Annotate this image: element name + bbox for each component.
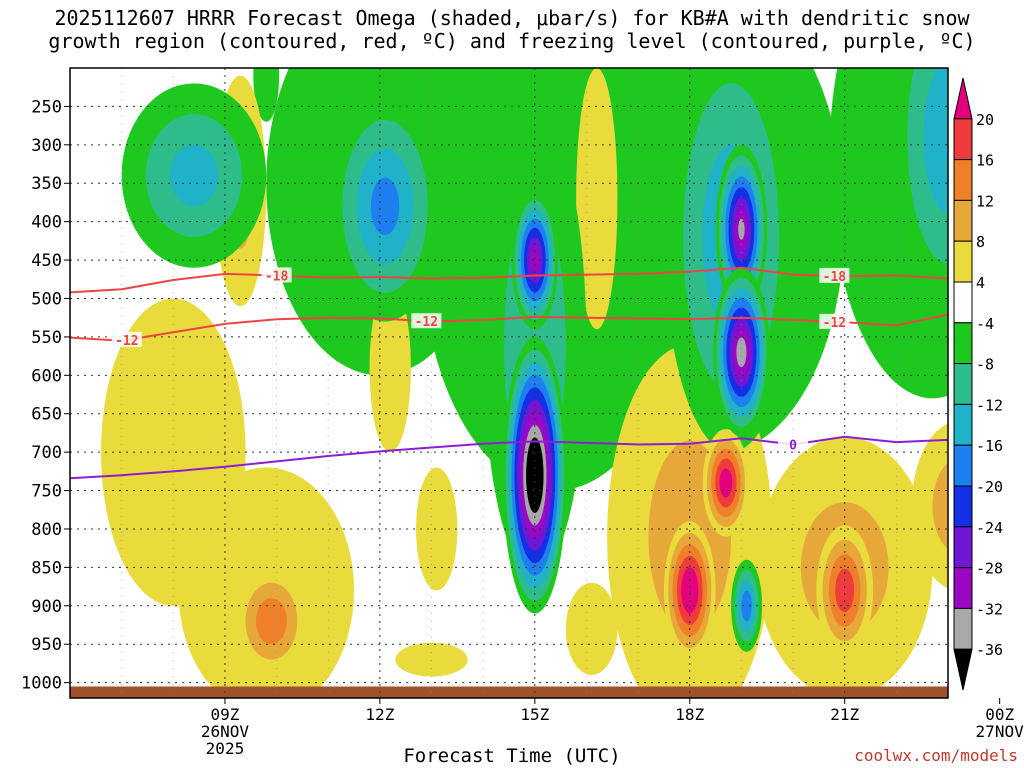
colorbar-label-8: -16 (976, 437, 1003, 455)
contour-label-freezing-level-0: 0 (789, 438, 797, 453)
colorbar-label-9: -20 (976, 478, 1003, 496)
omega-cell-23-band-2 (255, 598, 287, 645)
x-tick-label-09Z-2: 2025 (206, 739, 245, 758)
colorbar-cell-7 (953, 363, 973, 405)
y-tick-label-350: 350 (31, 174, 62, 194)
y-tick-label-1000: 1000 (21, 674, 62, 694)
x-tick-label-09Z-0: 09Z (210, 705, 239, 724)
colorbar-cell-10 (953, 485, 973, 528)
colorbar-label-11: -28 (976, 560, 1003, 578)
y-tick-label-450: 450 (31, 251, 62, 271)
omega-cell-9-band-0 (576, 68, 618, 330)
contour-label-bg-dgz-top-0 (261, 267, 292, 283)
omega-cell-25-band-3 (835, 568, 855, 613)
colorbar-cell-9 (953, 444, 973, 487)
contour-label-dgz-top-1: -18 (823, 270, 847, 285)
omega-cell-20-band-2 (169, 144, 219, 207)
contour-label-bg-freezing-level-0 (778, 436, 809, 452)
contour-dgz-bottom (70, 313, 948, 342)
omega-cell-27-band-4 (719, 468, 733, 498)
omega-cell-13-band-0 (565, 582, 618, 675)
colorbar-label-7: -12 (976, 396, 1003, 414)
x-tick-label-21Z-0: 21Z (830, 705, 859, 724)
omega-cell-30-band-7 (738, 218, 745, 240)
colorbar-label-13: -36 (976, 641, 1003, 659)
y-tick-label-500: 500 (31, 289, 62, 309)
colorbar-cell-3 (953, 199, 973, 242)
chart-title-line-1: 2025112607 HRRR Forecast Omega (shaded, … (54, 6, 970, 30)
colorbar-cell-8 (953, 403, 973, 446)
y-tick-label-600: 600 (31, 366, 62, 386)
x-tick-label-18Z-0: 18Z (675, 705, 704, 724)
colorbar-label-1: 16 (976, 152, 994, 170)
colorbar-label-5: -4 (976, 315, 994, 333)
omega-cell-14-band-1 (992, 502, 1024, 602)
colorbar-label-2: 12 (976, 192, 994, 210)
omega-cell-11-band-0 (395, 642, 468, 677)
chart-title-line-2: growth region (contoured, red, ºC) and f… (48, 29, 976, 53)
contour-label-dgz-bottom-0: -12 (115, 334, 138, 349)
colorbar-cell-4 (953, 240, 973, 283)
colorbar-cell-13 (953, 607, 973, 650)
omega-cell-26-band-3 (741, 590, 752, 622)
colorbar-label-4: 4 (976, 274, 985, 292)
y-tick-label-800: 800 (31, 520, 62, 540)
colorbar-cell-2 (953, 159, 973, 201)
x-axis-label: Forecast Time (UTC) (403, 745, 621, 767)
omega-cell-18-band-1 (932, 462, 948, 549)
y-tick-label-900: 900 (31, 597, 62, 617)
omega-cell-10-band-0 (369, 283, 411, 453)
omega-cell-7-band-0 (253, 68, 280, 122)
x-tick-label-00Z-1: 27NOV (976, 722, 1024, 741)
omega-cell-31-band-7 (736, 337, 747, 368)
omega-cell-29-band-6 (530, 246, 540, 274)
colorbar-cell-1 (953, 118, 973, 161)
colorbar-label-6: -8 (976, 356, 994, 374)
contour-label-dgz-bottom-1: -12 (415, 315, 438, 330)
plot-frame (69, 67, 949, 699)
colorbar-cell-6 (953, 322, 973, 365)
colorbar-label-10: -24 (976, 519, 1003, 537)
colorbar-cell-0 (953, 77, 973, 120)
colorbar-cell-12 (953, 567, 973, 609)
ground-terrain (70, 686, 948, 698)
y-tick-label-550: 550 (31, 328, 62, 348)
colorbar-label-0: 20 (976, 111, 994, 129)
contour-label-bg-dgz-bottom-2 (819, 313, 850, 329)
y-tick-label-400: 400 (31, 213, 62, 233)
omega-cell-18-band-0 (911, 423, 948, 589)
omega-cell-28-band-5 (685, 578, 695, 602)
x-tick-label-00Z-0: 00Z (985, 705, 1014, 724)
omega-cell-24-band-3 (370, 177, 400, 236)
y-tick-label-300: 300 (31, 136, 62, 156)
y-tick-label-650: 650 (31, 405, 62, 425)
omega-cell-12-band-0 (416, 467, 458, 591)
colorbar-cell-14 (953, 648, 973, 691)
contour-dgz-top (70, 266, 948, 294)
contour-label-bg-dgz-bottom-0 (111, 331, 142, 347)
contour-label-dgz-top-0: -18 (265, 269, 289, 284)
x-tick-label-12Z-0: 12Z (365, 705, 394, 724)
y-tick-label-750: 750 (31, 482, 62, 502)
omega-cell-22-band-2 (923, 68, 948, 213)
contour-label-bg-dgz-top-1 (819, 267, 850, 283)
x-tick-label-09Z-1: 26NOV (201, 722, 250, 741)
contour-label-bg-dgz-bottom-1 (411, 313, 442, 329)
y-tick-label-700: 700 (31, 443, 62, 463)
colorbar-label-12: -32 (976, 600, 1003, 618)
y-tick-label-950: 950 (31, 635, 62, 655)
x-tick-label-15Z-0: 15Z (520, 705, 549, 724)
colorbar-cell-11 (953, 526, 973, 569)
contour-label-dgz-bottom-2: -12 (823, 316, 846, 331)
credit-text: coolwx.com/models (854, 746, 1018, 765)
y-tick-label-850: 850 (31, 558, 62, 578)
colorbar-cell-5 (953, 281, 973, 324)
colorbar-label-3: 8 (976, 233, 985, 251)
y-tick-label-250: 250 (31, 97, 62, 117)
